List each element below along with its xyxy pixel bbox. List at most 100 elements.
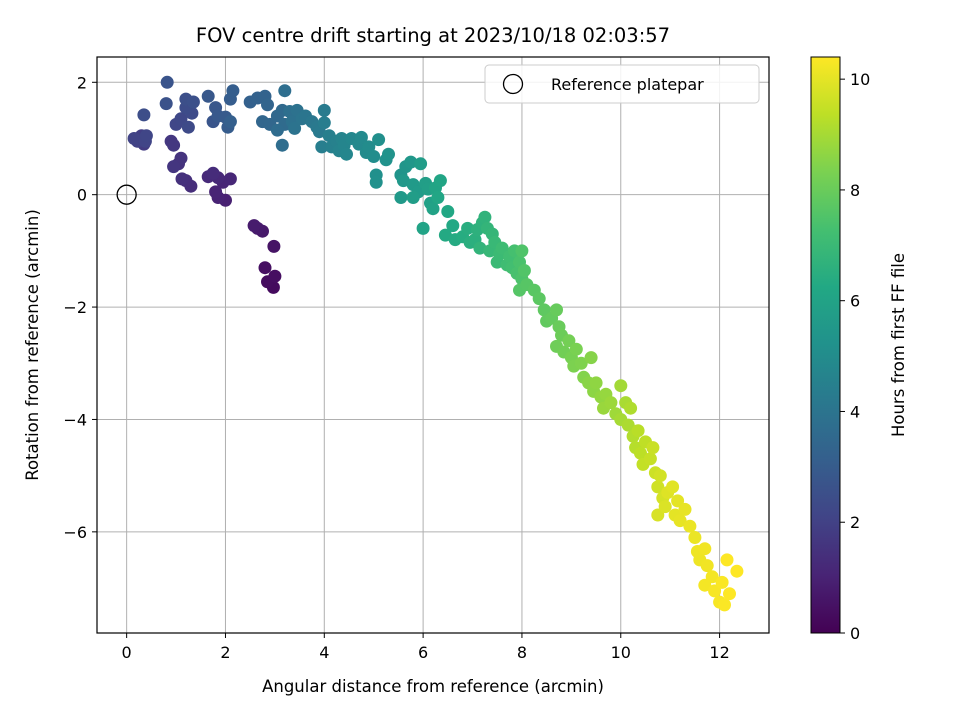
data-point xyxy=(532,292,546,306)
data-point xyxy=(671,494,685,508)
reference-marker xyxy=(116,184,137,205)
data-point xyxy=(574,356,588,370)
legend: Reference platepar xyxy=(484,64,760,104)
data-point xyxy=(683,519,697,533)
data-point xyxy=(651,480,665,494)
data-point xyxy=(167,138,181,152)
data-point xyxy=(653,469,667,483)
data-point xyxy=(369,175,383,189)
plot-frame xyxy=(96,56,770,634)
data-point xyxy=(658,500,672,514)
data-point xyxy=(643,452,657,466)
grid-lines xyxy=(97,57,769,633)
data-point xyxy=(209,185,223,199)
data-point xyxy=(720,553,734,567)
data-point xyxy=(708,584,722,598)
x-tick-label: 6 xyxy=(418,643,428,662)
data-point xyxy=(201,89,215,103)
data-point xyxy=(226,84,240,98)
data-point xyxy=(394,191,408,204)
data-point xyxy=(446,219,460,233)
data-point xyxy=(537,303,551,317)
data-point xyxy=(275,138,289,152)
data-point xyxy=(673,514,687,528)
data-point xyxy=(362,140,376,154)
x-tick-label: 8 xyxy=(517,643,527,662)
data-point xyxy=(340,147,353,161)
data-point xyxy=(666,480,680,494)
y-tick-label: −4 xyxy=(63,410,87,429)
data-point xyxy=(614,379,628,393)
data-point xyxy=(223,172,237,186)
data-point xyxy=(137,108,151,122)
legend-reference-marker xyxy=(502,73,524,95)
colorbar-label: Hours from first FF file xyxy=(889,253,908,437)
colorbar-tick-label: 10 xyxy=(850,70,870,89)
data-point xyxy=(631,424,645,438)
data-point xyxy=(406,191,420,204)
data-point xyxy=(478,210,492,224)
data-point xyxy=(127,132,141,145)
data-point xyxy=(550,303,563,317)
data-point xyxy=(646,441,660,455)
data-point xyxy=(426,202,440,216)
data-point xyxy=(678,502,692,516)
x-tick-label: 12 xyxy=(709,643,729,662)
data-point xyxy=(651,508,665,522)
data-point xyxy=(698,578,712,592)
data-point xyxy=(517,264,531,277)
colorbar-ticks: 0 2 4 6 8 10 xyxy=(840,70,870,643)
data-point xyxy=(715,575,729,589)
x-axis-ticks: 0 2 4 6 8 10 12 xyxy=(122,633,730,662)
x-tick-label: 0 xyxy=(122,643,132,662)
reference-platepar-point xyxy=(116,184,137,205)
data-point xyxy=(515,244,529,258)
chart-title: FOV centre drift starting at 2023/10/18 … xyxy=(196,24,670,47)
colorbar: 0 2 4 6 8 10 Hours from first FF file xyxy=(810,56,908,643)
colorbar-tick-label: 0 xyxy=(850,624,860,643)
colorbar-tick-label: 8 xyxy=(850,181,860,200)
data-point xyxy=(354,130,368,144)
x-tick-label: 2 xyxy=(220,643,230,662)
data-point xyxy=(206,166,220,180)
data-point xyxy=(267,239,281,253)
data-point xyxy=(584,351,598,365)
data-point xyxy=(705,570,719,584)
data-point xyxy=(495,241,509,255)
data-point xyxy=(634,446,647,460)
y-tick-label: 2 xyxy=(77,73,87,92)
y-axis-ticks: 2 0 −2 −4 −6 xyxy=(63,73,97,542)
data-point xyxy=(315,140,329,154)
data-point xyxy=(258,261,272,275)
colorbar-tick-label: 6 xyxy=(850,292,860,311)
y-axis-label: Rotation from reference (arcmin) xyxy=(23,209,42,481)
data-point xyxy=(688,531,702,544)
data-point xyxy=(317,116,331,130)
data-point xyxy=(723,587,736,601)
data-point xyxy=(247,219,261,233)
data-points xyxy=(127,75,744,612)
legend-box xyxy=(484,64,760,104)
data-point xyxy=(382,147,395,161)
data-point xyxy=(160,75,174,89)
data-point xyxy=(438,228,452,242)
data-point xyxy=(461,221,475,235)
data-point xyxy=(730,564,744,578)
data-point xyxy=(174,112,188,126)
data-point xyxy=(562,334,576,348)
data-point xyxy=(569,342,583,356)
data-point xyxy=(718,598,731,612)
data-point xyxy=(174,151,188,165)
y-tick-label: 0 xyxy=(77,186,87,205)
data-point xyxy=(159,97,173,111)
y-tick-label: −2 xyxy=(63,298,87,317)
data-point xyxy=(317,103,331,117)
data-point xyxy=(261,98,274,112)
data-point xyxy=(186,95,200,109)
data-point xyxy=(404,155,418,169)
data-point xyxy=(367,150,381,163)
data-point xyxy=(175,172,189,186)
data-point xyxy=(223,115,237,129)
data-point xyxy=(604,396,618,410)
